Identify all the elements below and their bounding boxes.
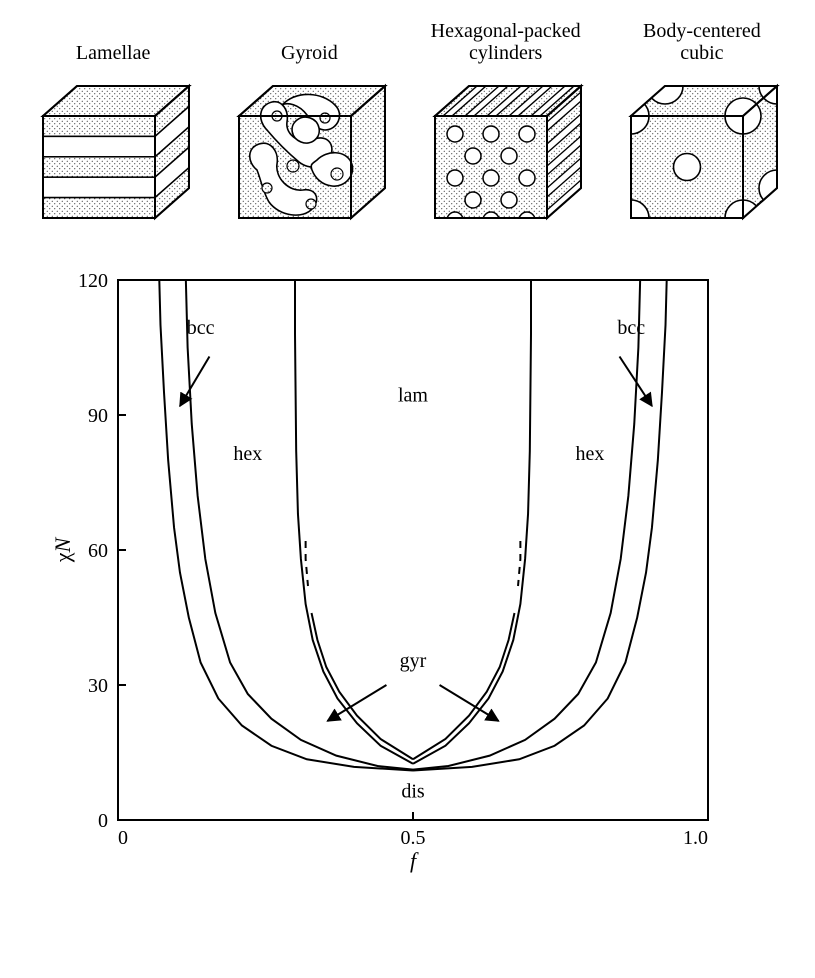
morph-lamellae: Lamellae <box>20 20 206 230</box>
svg-text:0: 0 <box>118 827 128 849</box>
figure-root: Lamellae Gyroid Hexagonal-packedcylinder… <box>20 20 795 885</box>
morph-label: Gyroid <box>216 20 402 64</box>
phase-diagram: 0 0.5 1.0 0 30 60 90 120 f χN bcc bcc hex hex lam gyr di… <box>48 270 728 880</box>
svg-text:gyr: gyr <box>399 650 426 672</box>
svg-text:f: f <box>409 848 418 873</box>
morph-hex: Hexagonal-packedcylinders <box>413 20 599 230</box>
svg-text:hex: hex <box>575 443 604 465</box>
svg-text:bcc: bcc <box>617 317 645 339</box>
morph-gyroid: Gyroid <box>216 20 402 230</box>
bcc-cube-icon <box>619 70 784 230</box>
gyroid-cube-icon <box>227 70 392 230</box>
svg-text:dis: dis <box>401 781 425 803</box>
svg-text:30: 30 <box>88 675 108 697</box>
morph-bcc: Body-centeredcubic <box>609 20 795 230</box>
svg-text:χN: χN <box>50 536 75 563</box>
svg-text:0.5: 0.5 <box>400 827 425 849</box>
svg-text:0: 0 <box>98 810 108 832</box>
morphology-row: Lamellae Gyroid Hexagonal-packedcylinder… <box>20 20 795 230</box>
svg-text:60: 60 <box>88 540 108 562</box>
morph-label: Body-centeredcubic <box>609 20 795 64</box>
hex-cube-icon <box>423 70 588 230</box>
svg-text:lam: lam <box>398 385 428 407</box>
svg-text:120: 120 <box>78 270 108 292</box>
svg-text:hex: hex <box>233 443 262 465</box>
morph-label: Lamellae <box>20 20 206 64</box>
phase-diagram-wrap: 0 0.5 1.0 0 30 60 90 120 f χN bcc bcc hex hex lam gyr di… <box>48 270 768 885</box>
svg-text:bcc: bcc <box>186 317 214 339</box>
morph-label: Hexagonal-packedcylinders <box>413 20 599 64</box>
svg-text:1.0: 1.0 <box>683 827 708 849</box>
svg-text:90: 90 <box>88 405 108 427</box>
lamellae-cube-icon <box>31 70 196 230</box>
